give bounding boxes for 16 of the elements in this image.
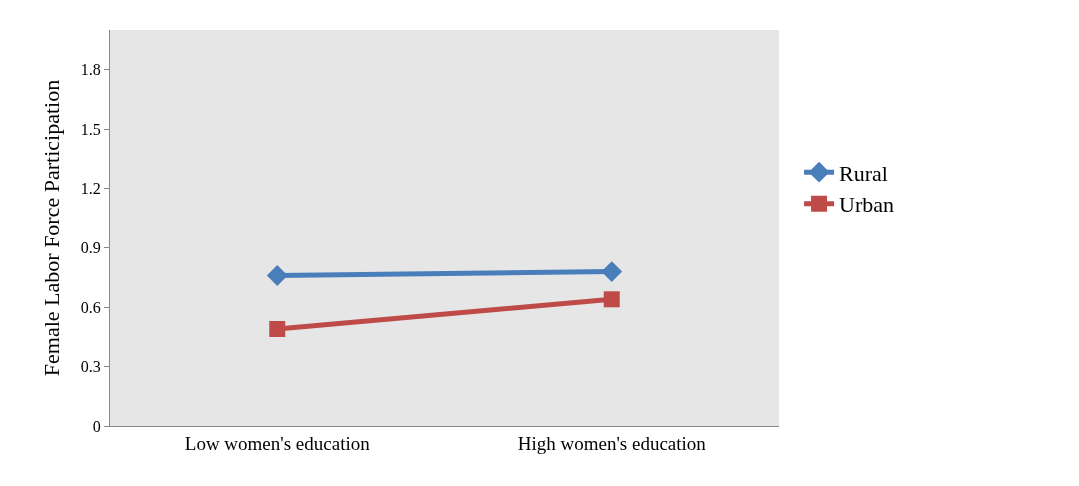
legend-label: Rural bbox=[839, 160, 888, 186]
y-tick-label: 0.6 bbox=[80, 298, 101, 316]
point bbox=[601, 261, 623, 282]
x-tick-label: High women's education bbox=[517, 432, 707, 454]
point bbox=[269, 320, 286, 337]
y-tick-label: 1.2 bbox=[80, 180, 101, 197]
y-tick-label: 1.8 bbox=[80, 61, 101, 79]
legend-label: Urban bbox=[839, 192, 895, 218]
y-axis-title: Female Labor Force Participation bbox=[38, 79, 64, 377]
y-tick-label: 0.3 bbox=[80, 358, 101, 376]
y-tick-label: 0.9 bbox=[80, 239, 101, 257]
y-tick-label: 0 bbox=[92, 417, 101, 435]
point bbox=[603, 291, 620, 308]
y-tick-label: 1.5 bbox=[80, 120, 101, 138]
point bbox=[266, 265, 288, 286]
x-tick-label: Low women's education bbox=[184, 432, 371, 454]
